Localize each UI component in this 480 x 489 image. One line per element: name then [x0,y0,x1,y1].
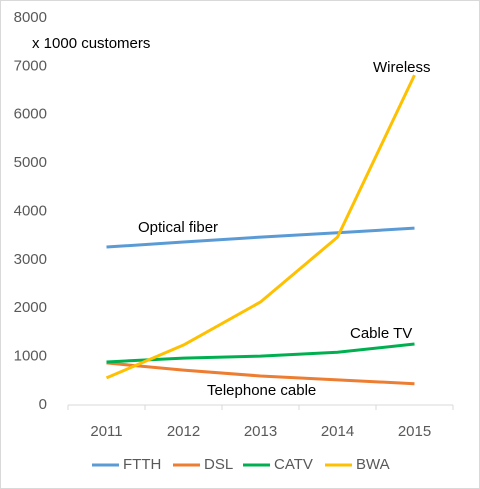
y-tick-label: 1000 [14,348,47,365]
legend-label: FTTH [123,456,161,473]
x-tick-label: 2013 [244,423,277,440]
legend-label: CATV [274,456,313,473]
annotation: Optical fiber [138,219,218,236]
legend-label: BWA [356,456,390,473]
y-tick-label: 6000 [14,106,47,123]
y-tick-label: 4000 [14,202,47,219]
x-tick-label: 2011 [90,423,122,440]
annotation: Telephone cable [207,382,316,399]
y-tick-label: 2000 [14,299,47,316]
series-line [106,226,415,249]
x-tick-label: 2012 [167,423,200,440]
x-tick-label: 2015 [398,423,431,440]
annotation: x 1000 customers [32,35,150,52]
annotation: Wireless [373,59,431,76]
series-line [106,361,415,386]
y-tick-label: 7000 [14,57,47,74]
legend-label: DSL [204,456,233,473]
annotation: Cable TV [350,325,412,342]
y-tick-label: 5000 [14,154,47,171]
series-line [105,74,416,380]
x-tick-label: 2014 [321,423,354,440]
y-tick-label: 3000 [14,251,47,268]
series-line [106,342,415,364]
y-tick-label: 0 [39,396,47,413]
y-tick-label: 8000 [14,9,47,26]
